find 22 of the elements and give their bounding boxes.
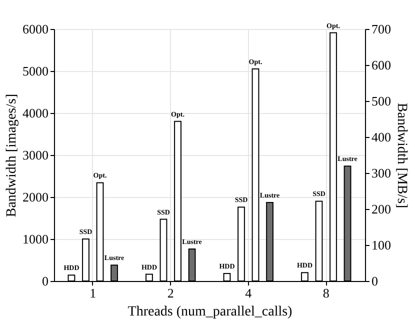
y2-tick-label: 600 <box>372 58 391 72</box>
y2-tick-label: 400 <box>372 130 391 144</box>
y2-axis-title: Bandwidth [MB/s] <box>394 102 409 208</box>
y2-tick-label: 0 <box>372 274 378 288</box>
x-tick-label: 1 <box>90 286 96 300</box>
y-tick-label: 2000 <box>22 190 48 204</box>
y-axis-title: Bandwidth [images/s] <box>4 94 20 218</box>
y-tick-label: 6000 <box>22 22 48 36</box>
y2-tick-label: 200 <box>372 202 391 216</box>
x-tick-label: 8 <box>322 286 330 300</box>
y2-tick-label: 300 <box>372 166 391 180</box>
x-tick-label: 4 <box>245 286 252 300</box>
y-tick-label: 5000 <box>22 64 48 78</box>
y2-tick-label: 100 <box>372 238 391 252</box>
y-tick-label: 0 <box>42 274 48 288</box>
x-axis-title: Threads (num_parallel_calls) <box>128 304 293 320</box>
y-tick-label: 3000 <box>22 148 48 162</box>
y-tick-label: 4000 <box>22 106 48 120</box>
y2-tick-label: 700 <box>372 22 391 36</box>
x-tick-label: 2 <box>167 286 174 300</box>
y2-tick-label: 500 <box>372 94 391 108</box>
y-tick-label: 1000 <box>22 232 48 246</box>
